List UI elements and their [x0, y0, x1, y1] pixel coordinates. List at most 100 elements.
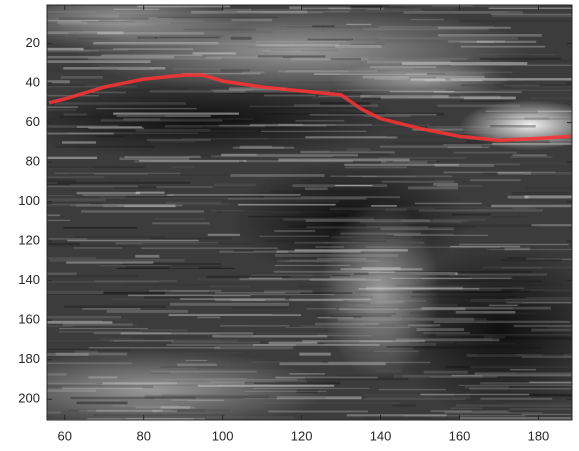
image-streak [380, 145, 482, 148]
image-streak [401, 176, 515, 179]
image-streak [47, 50, 91, 53]
image-streak [197, 316, 221, 319]
image-streak [380, 96, 516, 100]
image-streak [530, 97, 572, 100]
image-streak [422, 278, 472, 280]
image-streak [394, 159, 438, 163]
image-streak [260, 44, 295, 47]
image-streak [128, 155, 185, 158]
image-streak [137, 36, 158, 39]
image-streak [82, 194, 174, 196]
image-streak [505, 298, 572, 301]
image-streak [423, 331, 470, 335]
image-streak [365, 246, 500, 248]
image-streak [100, 119, 223, 122]
image-streak [488, 7, 572, 10]
image-streak [437, 26, 511, 29]
image-streak [491, 13, 572, 16]
image-streak [82, 21, 170, 25]
image-streak [312, 25, 335, 28]
image-streak [11, 228, 44, 230]
image-streak [278, 158, 410, 162]
image-streak [329, 150, 412, 153]
image-streak [249, 105, 360, 108]
image-streak [67, 239, 199, 242]
image-streak [160, 365, 225, 368]
image-streak [47, 19, 99, 22]
image-streak [488, 161, 572, 165]
image-streak [389, 371, 457, 373]
image-streak [102, 382, 178, 385]
image-streak [362, 304, 458, 306]
image-streak [128, 76, 254, 79]
image-streak [124, 262, 220, 265]
image-streak [322, 241, 387, 244]
image-streak [381, 160, 428, 164]
image-streak [135, 191, 165, 194]
image-streak [315, 246, 345, 248]
image-streak [47, 47, 84, 51]
image-streak [59, 23, 154, 26]
image-streak [289, 6, 351, 10]
image-streak [444, 412, 542, 414]
image-streak [288, 225, 367, 228]
image-streak [306, 225, 429, 229]
image-streak [286, 259, 335, 263]
image-streak [503, 84, 540, 87]
image-streak [88, 376, 118, 379]
image-streak [470, 179, 521, 182]
image-streak [268, 410, 368, 413]
image-streak [507, 257, 572, 259]
image-streak [47, 156, 98, 159]
image-streak [120, 399, 188, 402]
image-streak [248, 216, 337, 218]
image-streak [47, 106, 78, 108]
image-streak [47, 68, 106, 72]
image-streak [118, 14, 227, 18]
image-streak [212, 334, 338, 337]
image-streak [403, 415, 526, 417]
image-streak [451, 299, 572, 302]
image-streak [459, 19, 572, 23]
image-streak [277, 70, 349, 73]
image-streak [489, 59, 572, 63]
image-streak [369, 66, 437, 69]
image-streak [280, 211, 352, 213]
image-streak [365, 396, 471, 399]
image-streak [264, 94, 316, 97]
image-streak [410, 18, 445, 21]
image-streak [191, 10, 308, 14]
image-streak [409, 76, 436, 79]
image-streak [47, 50, 99, 52]
image-streak [78, 38, 112, 40]
image-streak [47, 242, 80, 246]
image-streak [157, 16, 279, 18]
image-streak [274, 270, 379, 273]
image-streak [233, 249, 254, 252]
image-streak [88, 347, 221, 349]
image-streak [433, 163, 520, 166]
image-streak [437, 104, 520, 108]
image-streak [529, 381, 572, 384]
image-streak [98, 66, 150, 69]
image-streak [47, 320, 103, 322]
image-streak [47, 291, 104, 295]
x-tick-label: 100 [212, 428, 234, 443]
image-streak [112, 48, 194, 50]
image-streak [47, 85, 138, 88]
image-streak [247, 46, 369, 48]
image-streak [122, 263, 222, 265]
image-streak [47, 55, 175, 59]
image-streak [165, 124, 265, 128]
image-streak [165, 201, 221, 205]
image-streak [47, 52, 51, 55]
image-streak [265, 240, 388, 242]
image-streak [480, 397, 553, 400]
image-streak [48, 238, 88, 240]
image-streak [73, 247, 123, 249]
image-streak [250, 294, 335, 296]
image-streak [360, 94, 449, 98]
image-streak [219, 333, 317, 336]
image-streak [317, 257, 367, 260]
image-streak [426, 84, 495, 86]
